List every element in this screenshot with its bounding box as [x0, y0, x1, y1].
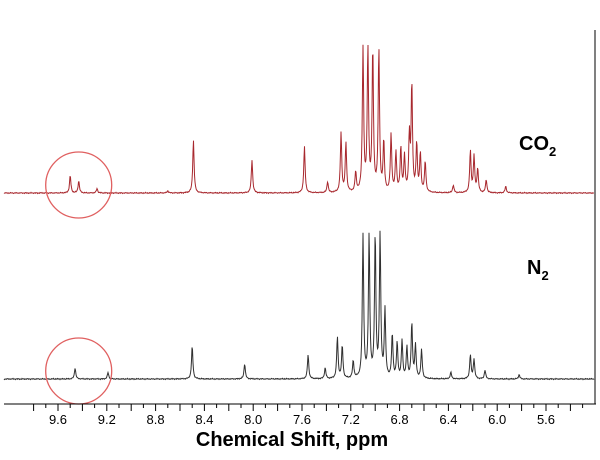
- series-label-n2: N2: [527, 257, 549, 283]
- x-tick-label: 8.4: [195, 412, 213, 427]
- series-label-n2-main: N: [527, 257, 541, 279]
- series-label-n2-sub: 2: [541, 268, 548, 283]
- x-tick-label: 6.0: [488, 412, 506, 427]
- x-tick-label: 9.6: [49, 412, 67, 427]
- spectrum-co2: [3, 44, 595, 195]
- spectrum-trace-n2: [3, 230, 595, 381]
- x-tick-label: 9.2: [98, 412, 116, 427]
- highlight-circle-n2: [45, 337, 113, 405]
- x-tick-label: 6.4: [439, 412, 457, 427]
- x-tick-label: 8.8: [147, 412, 165, 427]
- x-tick-label: 7.2: [342, 412, 360, 427]
- series-label-co2-main: CO: [519, 133, 549, 155]
- spectrum-n2: [3, 230, 595, 381]
- x-tick-label: 6.8: [391, 412, 409, 427]
- series-label-co2: CO2: [519, 133, 556, 159]
- series-label-co2-sub: 2: [549, 144, 556, 159]
- spectrum-trace-co2: [3, 44, 595, 195]
- x-axis-label: Chemical Shift, ppm: [196, 429, 388, 451]
- x-tick-label: 8.0: [244, 412, 262, 427]
- highlight-circle-co2: [45, 151, 113, 219]
- x-tick-label: 7.6: [293, 412, 311, 427]
- x-tick-label: 5.6: [537, 412, 555, 427]
